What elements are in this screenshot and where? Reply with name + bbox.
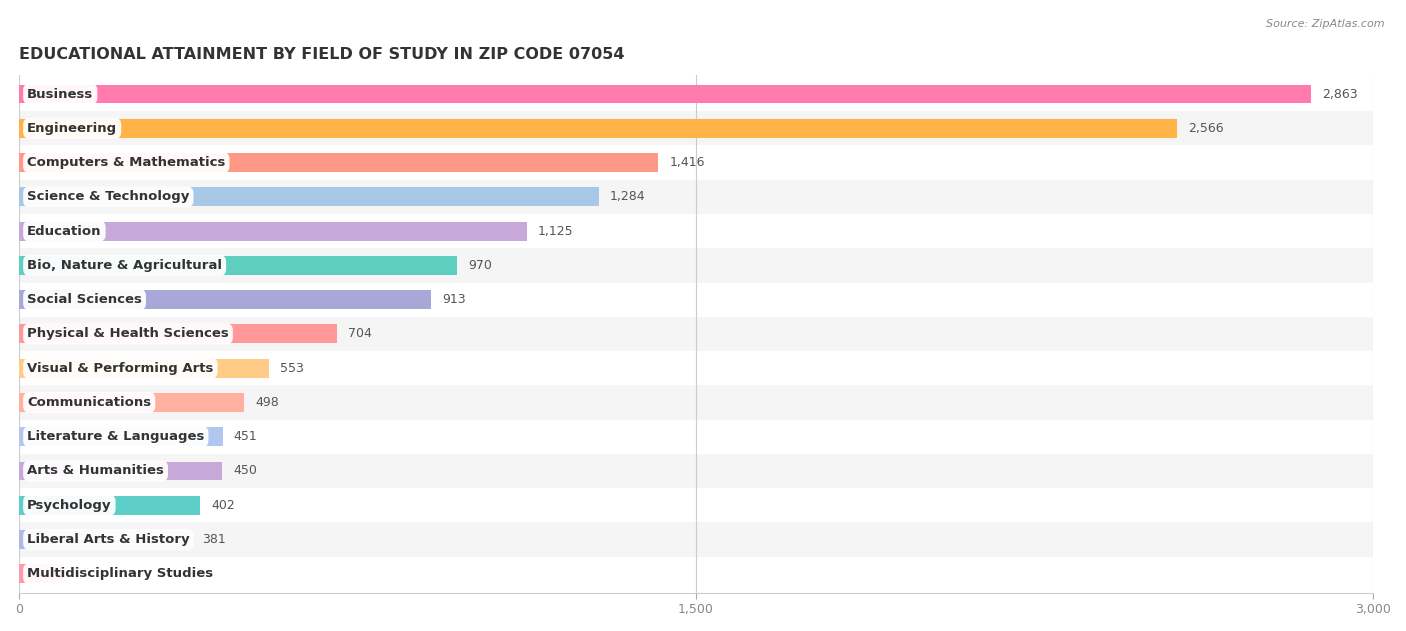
Bar (20, 317, 1374, 351)
Text: 451: 451 (233, 430, 257, 443)
Bar (20, 359, 269, 377)
Text: 913: 913 (443, 293, 465, 306)
Text: Computers & Mathematics: Computers & Mathematics (27, 156, 225, 169)
Bar (20, 221, 527, 240)
Bar (20, 351, 1374, 386)
Text: 704: 704 (349, 327, 373, 340)
Bar (20, 180, 1374, 214)
Bar (20, 85, 1312, 103)
Text: Multidisciplinary Studies: Multidisciplinary Studies (27, 567, 214, 581)
Text: Bio, Nature & Agricultural: Bio, Nature & Agricultural (27, 259, 222, 272)
Bar (20, 187, 599, 206)
Bar (20, 153, 658, 172)
Text: Business: Business (27, 88, 93, 100)
Bar (20, 324, 337, 343)
Text: Engineering: Engineering (27, 122, 117, 135)
Bar (20, 283, 1374, 317)
Text: Source: ZipAtlas.com: Source: ZipAtlas.com (1267, 19, 1385, 29)
Bar (20, 420, 1374, 454)
Text: 450: 450 (233, 464, 257, 478)
Text: Visual & Performing Arts: Visual & Performing Arts (27, 362, 214, 375)
Text: Education: Education (27, 225, 101, 238)
Bar (20, 146, 1374, 180)
Bar (20, 386, 1374, 420)
Bar (20, 530, 191, 549)
Text: 97: 97 (75, 567, 90, 581)
Text: Social Sciences: Social Sciences (27, 293, 142, 306)
Bar (20, 557, 1374, 591)
Bar (20, 461, 222, 480)
Bar (20, 111, 1374, 146)
Bar (20, 393, 243, 412)
Text: Physical & Health Sciences: Physical & Health Sciences (27, 327, 229, 340)
Text: 2,566: 2,566 (1188, 122, 1225, 135)
Text: Liberal Arts & History: Liberal Arts & History (27, 533, 190, 546)
Text: Literature & Languages: Literature & Languages (27, 430, 204, 443)
Bar (20, 488, 1374, 522)
Text: Arts & Humanities: Arts & Humanities (27, 464, 165, 478)
Bar (20, 564, 63, 583)
Text: 970: 970 (468, 259, 492, 272)
Text: 498: 498 (254, 396, 278, 409)
Text: 402: 402 (212, 498, 235, 512)
Bar (20, 290, 432, 309)
Text: Psychology: Psychology (27, 498, 111, 512)
Bar (20, 427, 222, 446)
Text: 2,863: 2,863 (1323, 88, 1358, 100)
Text: 1,125: 1,125 (538, 225, 574, 238)
Text: 381: 381 (202, 533, 226, 546)
Bar (20, 119, 1177, 138)
Text: Science & Technology: Science & Technology (27, 191, 190, 203)
Text: 553: 553 (280, 362, 304, 375)
Bar (20, 454, 1374, 488)
Text: Communications: Communications (27, 396, 152, 409)
Text: 1,284: 1,284 (610, 191, 645, 203)
Text: EDUCATIONAL ATTAINMENT BY FIELD OF STUDY IN ZIP CODE 07054: EDUCATIONAL ATTAINMENT BY FIELD OF STUDY… (20, 47, 624, 62)
Bar (20, 522, 1374, 557)
Bar (20, 248, 1374, 283)
Bar (20, 214, 1374, 248)
Bar (20, 77, 1374, 111)
Bar (20, 496, 201, 515)
Text: 1,416: 1,416 (669, 156, 704, 169)
Bar (20, 256, 457, 274)
